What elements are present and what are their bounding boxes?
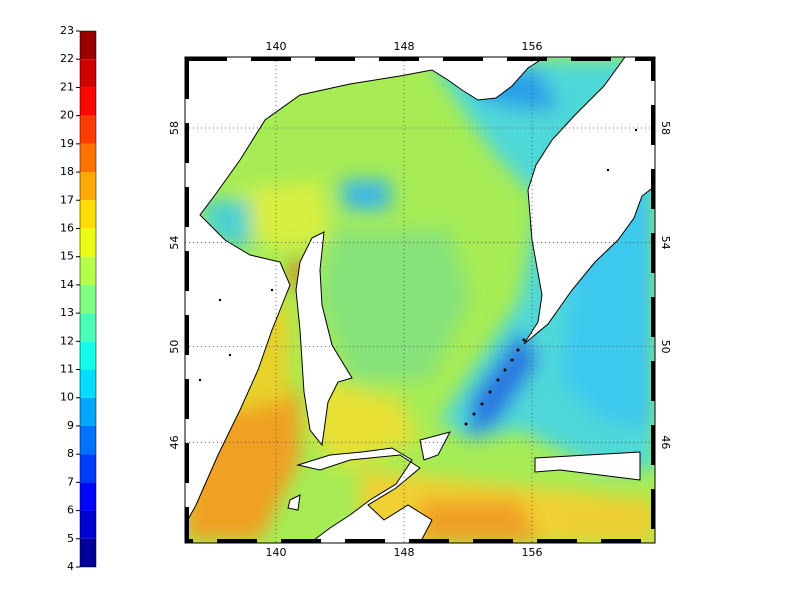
colorbar-label: 14 [60,278,74,291]
lat-label-left: 54 [168,236,181,250]
lat-label-left: 58 [168,121,181,135]
colorbar-label: 9 [67,419,74,432]
colorbar-bin [80,256,96,285]
colorbar-label: 5 [67,532,74,545]
lat-label-right: 54 [659,236,672,250]
colorbar-bin [80,200,96,229]
colorbar-bin [80,59,96,88]
lon-label-bottom: 148 [394,546,415,559]
colorbar-bin [80,510,96,539]
colorbar-label: 12 [60,334,74,347]
colorbar-bin [80,341,96,370]
colorbar-bin [80,31,96,60]
colorbar-bin [80,115,96,144]
colorbar-bin [80,172,96,201]
kuril-islands [198,128,638,426]
lon-label-bottom: 156 [522,546,543,559]
colorbar-bin [80,284,96,314]
colorbar-bin [80,425,96,455]
colorbar-label: 16 [60,221,74,234]
colorbar-label: 8 [67,447,74,460]
axis-labels: 140 140 148 148 156 156 58 58 54 54 50 50 46 46 [168,40,672,559]
lon-label-top: 156 [522,40,543,53]
colorbar-label: 13 [60,306,74,319]
colorbar-label: 22 [60,52,74,65]
colorbar-label: 4 [67,560,74,573]
colorbar-bin [80,482,96,511]
colorbar-label: 6 [67,504,74,517]
colorbar-bin [80,454,96,483]
lon-label-bottom: 140 [266,546,287,559]
graticule [185,57,655,543]
colorbar-bin [80,228,96,257]
colorbar-bin [80,538,96,567]
lat-label-left: 46 [168,435,181,449]
colorbar-label: 11 [60,363,74,376]
colorbar-bin [80,369,96,398]
lat-label-right: 58 [659,121,672,135]
colorbar-label: 17 [60,193,74,206]
colorbar-label: 15 [60,250,74,263]
lat-label-right: 46 [659,435,672,449]
colorbar-label: 19 [60,137,74,150]
lat-label-left: 50 [168,340,181,354]
colorbar-label: 10 [60,391,74,404]
colorbar-bin [80,313,96,342]
colorbar-bin [80,397,96,426]
lon-label-top: 148 [394,40,415,53]
sst-field [185,57,655,543]
lon-label-top: 140 [266,40,287,53]
colorbar: 4 5 6 7 8 9 10 11 12 13 14 15 16 17 18 19 20 21 22 23 [60,24,97,573]
lat-label-right: 50 [659,340,672,354]
colorbar-label: 18 [60,165,74,178]
colorbar-label: 20 [60,109,74,122]
colorbar-bin [80,87,96,116]
colorbar-label: 21 [60,80,74,93]
colorbar-label: 7 [67,475,74,488]
colorbar-bin [80,143,96,173]
map-frame [184,56,656,544]
land [185,57,655,543]
colorbar-label: 23 [60,24,74,37]
colorbar-outline [79,30,97,568]
